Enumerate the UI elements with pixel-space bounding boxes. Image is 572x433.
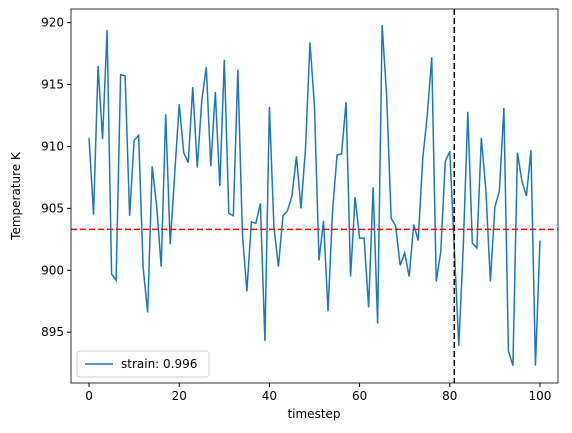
y-tick-label: 910 bbox=[41, 139, 64, 153]
x-tick-label: 20 bbox=[172, 389, 187, 403]
x-tick-label: 40 bbox=[262, 389, 277, 403]
y-tick-label: 905 bbox=[41, 201, 64, 215]
y-tick-label: 900 bbox=[41, 263, 64, 277]
x-tick-label: 100 bbox=[529, 389, 552, 403]
x-tick-label: 80 bbox=[442, 389, 457, 403]
y-tick-label: 920 bbox=[41, 16, 64, 30]
x-tick-label: 0 bbox=[85, 389, 93, 403]
y-axis-label: Temperature K bbox=[9, 151, 23, 241]
legend-label: strain: 0.996 bbox=[121, 357, 197, 371]
legend-box bbox=[76, 350, 210, 378]
axes-frame bbox=[70, 8, 559, 384]
x-axis-label: timestep bbox=[287, 407, 340, 421]
data-line bbox=[88, 25, 541, 366]
y-tick-label: 915 bbox=[41, 78, 64, 92]
x-tick-label: 60 bbox=[352, 389, 367, 403]
y-tick-label: 895 bbox=[41, 325, 64, 339]
